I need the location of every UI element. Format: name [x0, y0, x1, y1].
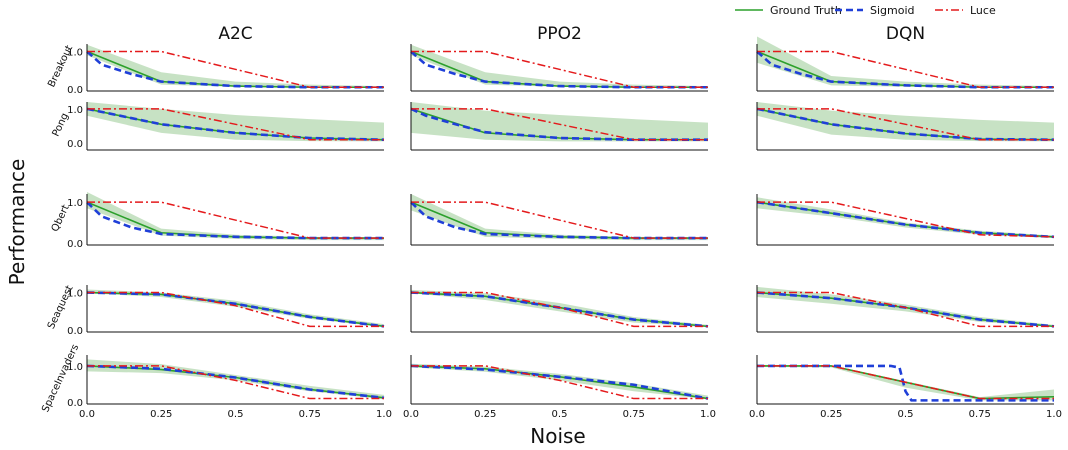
panel-seaquest-a2c-luce-line [87, 291, 384, 328]
panel-spaceinvaders-dqn: 0.0 0.25 0.5 0.75 1.0 [749, 355, 1062, 420]
panel-qbert-a2c-luce-line [87, 201, 384, 239]
panel-qbert-dqn-ground-truth-band [757, 197, 1054, 239]
labels: Performance Noise [5, 159, 586, 448]
panel-spaceinvaders-ppo2: 0.0 0.25 0.5 0.75 1.0 [403, 355, 716, 420]
panel-seaquest-dqn [756, 285, 1055, 333]
legend-label-ground-truth: Ground Truth [770, 4, 842, 17]
row-label-qbert: Qbert [50, 203, 72, 233]
panel-spaceinvaders-a2c-x-tick-label: 1.0 [376, 409, 392, 420]
panel-breakout-ppo2-luce-line [411, 50, 708, 88]
panel-spaceinvaders-dqn-x-tick-label: 0.5 [898, 409, 914, 420]
panel-pong-dqn-sigmoid-line [756, 107, 1055, 142]
panel-qbert-dqn-luce-line [757, 201, 1055, 238]
panel-pong-a2c-luce-line [87, 108, 384, 141]
panel-spaceinvaders-dqn-x-tick-label: 0.75 [969, 409, 991, 420]
panel-seaquest-ppo2 [410, 285, 709, 333]
panel-spaceinvaders-ppo2-luce-line [411, 365, 708, 400]
panel-pong-ppo2 [410, 102, 708, 151]
column-title-a2c: A2C [218, 24, 252, 44]
panel-spaceinvaders-ppo2-x-tick-label: 1.0 [700, 409, 716, 420]
panel-spaceinvaders-a2c-x-tick-label: 0.5 [228, 409, 244, 420]
panel-spaceinvaders-ppo2-x-tick-label: 0.25 [474, 409, 496, 420]
panel-qbert-ppo2 [410, 194, 708, 246]
legend: Ground Truth Sigmoid Luce [735, 4, 996, 17]
panel-spaceinvaders-ppo2-ground-truth-band [411, 363, 708, 400]
panel-qbert-dqn [756, 194, 1055, 246]
panel-breakout-dqn [756, 36, 1054, 92]
panel-breakout-a2c-y-tick-label: 0.0 [67, 85, 83, 96]
panel-pong-dqn-ground-truth-band [757, 102, 1054, 142]
panel-spaceinvaders-a2c-x-tick-label: 0.25 [150, 409, 172, 420]
panel-spaceinvaders-dqn-x-tick-label: 0.0 [749, 409, 765, 420]
panel-spaceinvaders-a2c-y-tick-label: 1.0 [67, 362, 83, 373]
x-axis-title: Noise [530, 424, 585, 448]
panel-breakout-ppo2-sigmoid-line [410, 50, 708, 89]
row-label-breakout: Breakout [46, 44, 75, 89]
panel-pong-dqn [756, 102, 1055, 151]
panel-pong-a2c-sigmoid-line [86, 107, 385, 142]
panel-spaceinvaders-dqn-sigmoid-line [757, 364, 1054, 402]
panel-spaceinvaders-ppo2-x-tick-label: 0.5 [552, 409, 568, 420]
panel-spaceinvaders-a2c-sigmoid-line [86, 364, 385, 400]
panel-spaceinvaders-a2c-luce-line [87, 365, 384, 400]
panel-pong-a2c-y-tick-label: 0.0 [67, 139, 83, 150]
panel-seaquest-dqn-luce-line [757, 291, 1054, 328]
panel-breakout-a2c-y-tick-label: 1.0 [67, 48, 83, 59]
panel-breakout-dqn-ground-truth-band [757, 36, 1054, 88]
legend-label-sigmoid: Sigmoid [870, 4, 915, 17]
panel-breakout-a2c-ground-truth-band [87, 44, 384, 88]
panel-breakout-a2c-luce-line [87, 50, 384, 88]
panel-spaceinvaders-dqn-x-tick-label: 0.25 [820, 409, 842, 420]
panel-pong-a2c-ground-truth-band [87, 102, 384, 142]
panel-pong-ppo2-ground-truth-band [411, 102, 708, 142]
panel-spaceinvaders-ppo2-sigmoid-line [410, 364, 709, 400]
panel-breakout-dqn-luce-line [757, 50, 1054, 88]
panel-spaceinvaders-dqn-x-tick-label: 1.0 [1046, 409, 1062, 420]
panel-seaquest-a2c-y-tick-label: 1.0 [67, 289, 83, 300]
legend-label-luce: Luce [970, 4, 996, 17]
panel-seaquest-a2c-sigmoid-line [86, 291, 385, 328]
panel-qbert-ppo2-luce-line [411, 201, 708, 239]
panel-breakout-ppo2-ground-truth-band [411, 44, 708, 88]
panel-seaquest-a2c-y-tick-label: 0.0 [67, 326, 83, 337]
panel-qbert-a2c-ground-truth-band [87, 191, 384, 241]
panel-seaquest-ppo2-luce-line [411, 291, 708, 328]
panel-qbert-a2c-y-tick-label: 0.0 [67, 239, 83, 250]
panel-spaceinvaders-a2c-x-tick-label: 0.0 [79, 409, 95, 420]
panel-spaceinvaders-a2c-x-tick-label: 0.75 [299, 409, 321, 420]
panel-spaceinvaders-dqn-luce-line [757, 365, 1054, 400]
panel-breakout-ppo2 [410, 44, 708, 92]
panel-spaceinvaders-ppo2-x-tick-label: 0.75 [623, 409, 645, 420]
row-label-pong: Pong [51, 112, 71, 139]
panel-pong-ppo2-luce-line [411, 108, 708, 141]
column-title-ppo2: PPO2 [537, 24, 582, 44]
panel-qbert-a2c-y-tick-label: 1.0 [67, 198, 83, 209]
panel-spaceinvaders-ppo2-x-tick-label: 0.0 [403, 409, 419, 420]
panel-spaceinvaders-a2c-y-tick-label: 0.0 [67, 398, 83, 409]
y-axis-title: Performance [5, 159, 29, 286]
panel-qbert-dqn-sigmoid-line [756, 200, 1055, 239]
panel-breakout-dqn-sigmoid-line [756, 50, 1054, 89]
panel-pong-dqn-luce-line [757, 108, 1054, 141]
row-label-seaquest: Seaquest [46, 284, 76, 331]
panel-pong-ppo2-ground-truth-line [410, 108, 708, 141]
panel-breakout-a2c-sigmoid-line [86, 50, 384, 89]
panel-pong-a2c-y-tick-label: 1.0 [67, 105, 83, 116]
column-title-dqn: DQN [886, 24, 925, 44]
panel-qbert-ppo2-ground-truth-band [411, 194, 708, 241]
panels: A2C PPO2 DQN0.01.0Breakout0.01.0Pong0.01.0… [40, 24, 1062, 420]
